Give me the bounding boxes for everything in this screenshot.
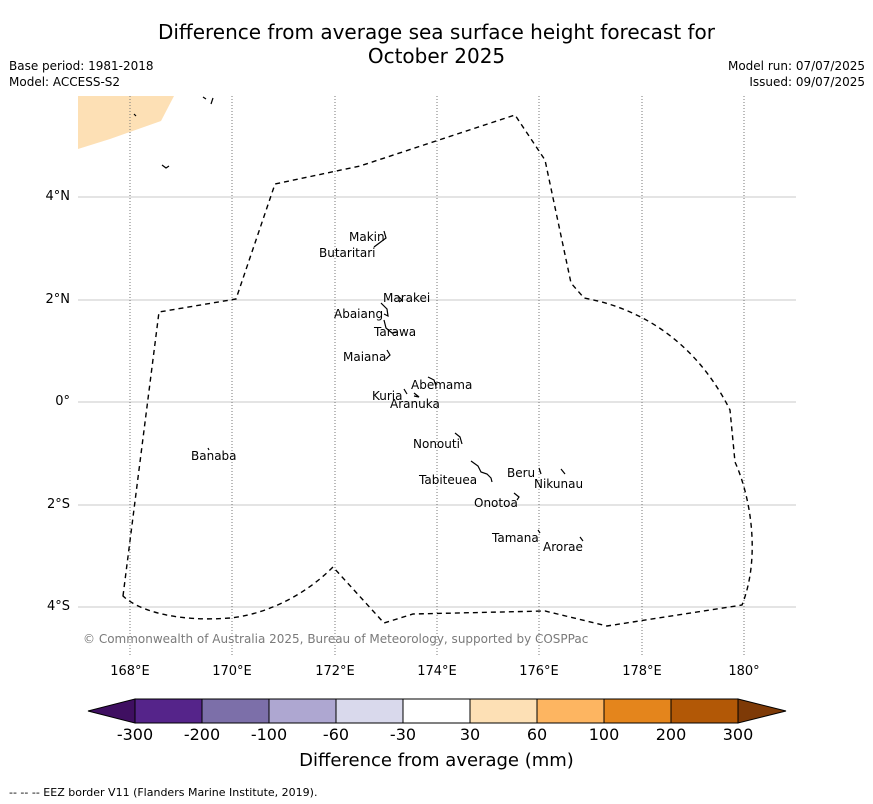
island-onotoa: [513, 492, 520, 501]
colorbar-tick-neg30: -30: [389, 725, 417, 744]
place-label-tabiteuea: Tabiteuea: [419, 473, 478, 487]
island-maiana: [385, 349, 391, 360]
colorbar-tick-neg60: -60: [322, 725, 350, 744]
island-beru: [538, 467, 542, 475]
map-title: Difference from average sea surface heig…: [0, 20, 873, 68]
lat-label-4n: 4°N: [45, 189, 71, 204]
island-aranuka: [413, 392, 420, 398]
place-label-abaiang: Abaiang: [334, 307, 384, 321]
colorbar-tick-30: 30: [459, 725, 481, 744]
colorbar-segment: [469, 698, 538, 724]
colorbar-segment: [201, 698, 270, 724]
colorbar-tick-60: 60: [526, 725, 548, 744]
lon-label-180: 180°: [728, 664, 760, 679]
colorbar-tick-neg100: -100: [250, 725, 288, 744]
colorbar-segment: [335, 698, 404, 724]
colorbar-tick-300: 300: [722, 725, 754, 744]
place-label-nonouti: Nonouti: [413, 437, 460, 451]
place-label-maiana: Maiana: [343, 350, 387, 364]
title-line-2: October 2025: [367, 44, 506, 68]
lon-label-168e: 168°E: [110, 664, 150, 679]
model-run: Model run: 07/07/2025: [727, 59, 865, 73]
island-north-2: [210, 97, 214, 105]
lat-label-0: 0°: [55, 394, 70, 409]
place-label-marakei: Marakei: [383, 291, 431, 305]
place-label-kuria: Kuria: [372, 389, 403, 403]
island-tamana: [537, 529, 541, 534]
eez-footer-note: -- -- -- EEZ border V11 (Flanders Marine…: [9, 786, 318, 799]
colorbar-segment: [670, 698, 739, 724]
land-area: [78, 96, 174, 149]
place-label-abemama: Abemama: [411, 378, 473, 392]
lon-label-172e: 172°E: [315, 664, 355, 679]
island-tarawa: [383, 319, 399, 334]
place-label-banaba: Banaba: [191, 449, 237, 463]
island-makin: [373, 230, 387, 248]
island-tabiteuea: [470, 460, 493, 483]
lat-label-2n: 2°N: [45, 292, 71, 307]
lon-label-178e: 178°E: [622, 664, 662, 679]
island-outlines: [133, 96, 584, 542]
lon-label-174e: 174°E: [417, 664, 457, 679]
issued-date: Issued: 09/07/2025: [749, 75, 865, 89]
lat-label-2s: 2°S: [46, 497, 70, 512]
lat-label-4s: 4°S: [46, 599, 70, 614]
model-name: Model: ACCESS-S2: [9, 75, 121, 89]
copyright-notice: © Commonwealth of Australia 2025, Bureau…: [83, 632, 589, 646]
colorbar-tick-neg300: -300: [116, 725, 154, 744]
base-period: Base period: 1981-2018: [9, 59, 154, 73]
colorbar-segment: [402, 698, 471, 724]
colorbar-segment: [603, 698, 672, 724]
meta-right: Model run: 07/07/2025 Issued: 09/07/2025: [728, 58, 865, 90]
colorbar-segment: [134, 698, 203, 724]
island-north-1: [202, 96, 207, 100]
island-north-3: [161, 164, 170, 169]
colorbar-tick-100: 100: [588, 725, 620, 744]
colorbar-arrow-high: [737, 698, 787, 724]
island-marakei: [397, 295, 403, 303]
colorbar-tick-neg200: -200: [183, 725, 221, 744]
island-arorae: [579, 536, 584, 542]
place-label-aranuka: Aranuka: [390, 397, 440, 411]
place-label-nikunau: Nikunau: [534, 477, 584, 491]
place-label-beru: Beru: [507, 466, 536, 480]
lon-label-176e: 176°E: [519, 664, 559, 679]
place-label-onotoa: Onotoa: [474, 496, 518, 510]
colorbar-segment: [268, 698, 337, 724]
island-north-4: [133, 113, 137, 117]
place-label-tamana: Tamana: [492, 531, 539, 545]
colorbar-segment: [536, 698, 605, 724]
island-banaba: [207, 447, 210, 451]
place-label-makin: Makin: [349, 230, 385, 244]
colorbar: [87, 698, 787, 724]
eez-border: [122, 114, 753, 627]
place-label-butaritari: Butaritari: [319, 246, 376, 260]
lon-gridlines: [129, 96, 745, 655]
place-label-arorae: Arorae: [543, 540, 583, 554]
colorbar-arrow-low: [87, 698, 136, 724]
island-abaiang: [380, 302, 389, 318]
island-nikunau: [560, 468, 566, 475]
island-abemama: [427, 376, 437, 387]
colorbar-tick-200: 200: [655, 725, 687, 744]
title-line-1: Difference from average sea surface heig…: [157, 20, 716, 44]
island-nonouti: [454, 432, 463, 445]
colorbar-label: Difference from average (mm): [299, 750, 574, 771]
island-kuria: [403, 388, 408, 395]
place-label-tarawa: Tarawa: [374, 325, 417, 339]
lon-label-170e: 170°E: [212, 664, 252, 679]
meta-left: Base period: 1981-2018 Model: ACCESS-S2: [9, 58, 154, 90]
